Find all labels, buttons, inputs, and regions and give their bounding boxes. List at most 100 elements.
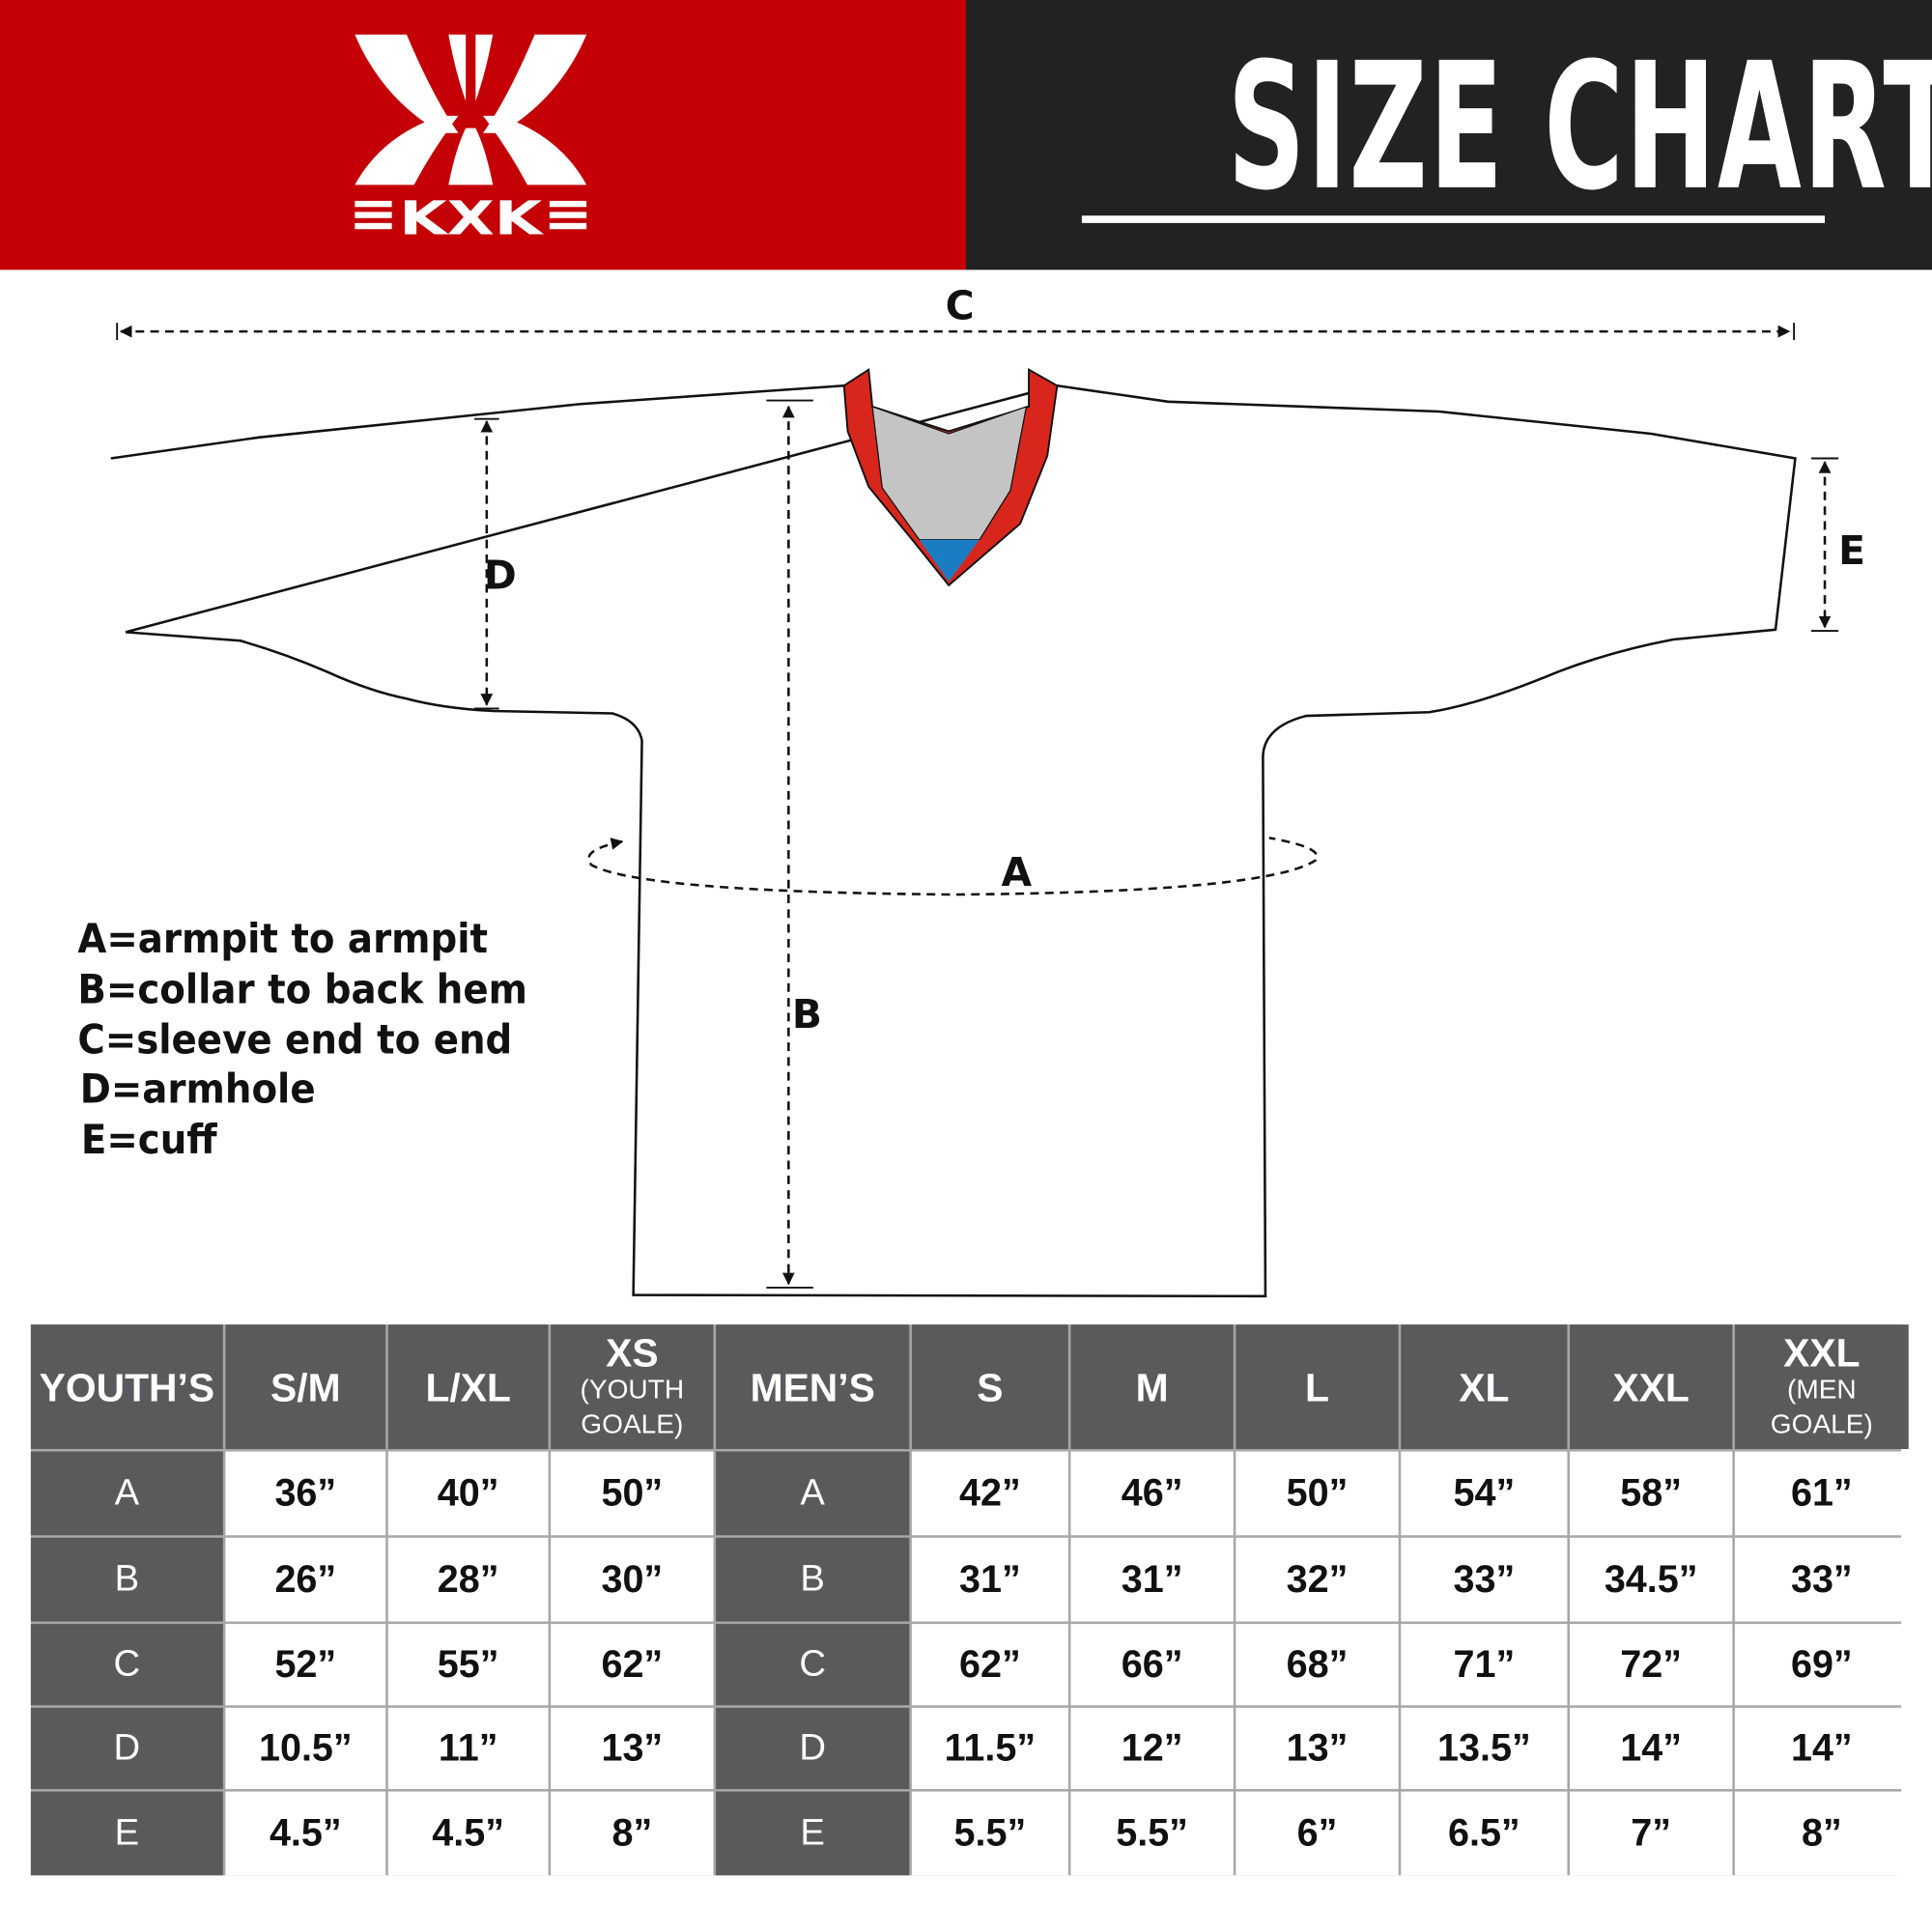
- column-header: S: [911, 1324, 1068, 1449]
- title-underline: [1081, 215, 1826, 223]
- youth-size-value: 11”: [387, 1707, 549, 1790]
- youth-size-value: 62”: [551, 1624, 714, 1706]
- column-header-main: XL: [1459, 1364, 1510, 1409]
- youth-size-value: 30”: [551, 1537, 714, 1622]
- column-header-sub: (MEN GOALE): [1770, 1374, 1873, 1439]
- youth-size-value: 40”: [387, 1451, 549, 1536]
- row-label-men: B: [716, 1537, 910, 1622]
- column-header-main: L: [1305, 1364, 1329, 1409]
- column-header-main: L/XL: [425, 1364, 511, 1409]
- men-size-value: 6.5”: [1401, 1791, 1568, 1876]
- brand-panel: KXK: [0, 0, 966, 270]
- men-size-value: 13”: [1236, 1707, 1399, 1790]
- column-header-sub: (YOUTH GOALE): [580, 1374, 685, 1439]
- column-header: MEN’S: [716, 1324, 910, 1449]
- men-size-value: 54”: [1401, 1451, 1568, 1536]
- svg-text:KXK: KXK: [399, 191, 545, 245]
- column-header-main: M: [1135, 1364, 1169, 1409]
- collar-inner: [871, 405, 1028, 541]
- column-header: M: [1070, 1324, 1234, 1449]
- youth-size-value: 13”: [551, 1707, 714, 1790]
- column-header: L: [1236, 1324, 1399, 1449]
- men-size-value: 72”: [1569, 1624, 1733, 1706]
- youth-size-value: 4.5”: [387, 1791, 549, 1876]
- youth-size-value: 10.5”: [225, 1707, 386, 1790]
- column-header: XS (YOUTH GOALE): [551, 1324, 714, 1449]
- men-size-value: 6”: [1236, 1791, 1399, 1876]
- youth-size-value: 8”: [551, 1791, 714, 1876]
- collar-insert: [919, 539, 980, 582]
- legend-item: C=sleeve end to end: [77, 1014, 513, 1064]
- legend-item: B=collar to back hem: [77, 964, 527, 1013]
- men-size-value: 62”: [911, 1624, 1068, 1706]
- label-d: D: [483, 552, 517, 599]
- title-panel: [965, 0, 1932, 270]
- column-header: XXL (MEN GOALE): [1734, 1324, 1909, 1449]
- label-b: B: [791, 990, 823, 1037]
- legend-item: A=armpit to armpit: [77, 914, 489, 963]
- column-header-main: XXL: [1783, 1330, 1861, 1376]
- row-label-men: D: [716, 1707, 910, 1790]
- legend-item: D=armhole: [79, 1065, 316, 1114]
- men-size-value: 66”: [1070, 1624, 1234, 1706]
- men-size-value: 69”: [1734, 1624, 1909, 1706]
- men-size-value: 5.5”: [911, 1791, 1068, 1876]
- measurement-legend: A=armpit to armpit B=collar to back hem …: [77, 914, 527, 1165]
- dimension-a: [587, 837, 1319, 896]
- legend-item: E=cuff: [80, 1115, 217, 1164]
- men-size-value: 8”: [1734, 1791, 1909, 1876]
- men-size-value: 34.5”: [1569, 1537, 1733, 1622]
- youth-size-value: 55”: [387, 1624, 549, 1706]
- youth-size-value: 4.5”: [225, 1791, 386, 1876]
- men-size-value: 7”: [1569, 1791, 1733, 1876]
- men-size-value: 50”: [1236, 1451, 1399, 1536]
- row-label-youth: D: [30, 1707, 223, 1790]
- row-label-youth: B: [30, 1537, 223, 1622]
- column-header-main: YOUTH’S: [39, 1364, 215, 1409]
- men-size-value: 31”: [1070, 1537, 1234, 1622]
- jersey-outline: [110, 384, 1797, 1298]
- column-header-main: XS: [606, 1330, 659, 1376]
- column-header: S/M: [225, 1324, 386, 1449]
- men-size-value: 58”: [1569, 1451, 1733, 1536]
- jersey-diagram: [110, 323, 1839, 1298]
- men-size-value: 12”: [1070, 1707, 1234, 1790]
- kxk-logo: KXK: [355, 34, 587, 245]
- men-size-value: 71”: [1401, 1624, 1568, 1706]
- row-label-men: C: [716, 1624, 910, 1706]
- size-table: YOUTH’S S/M L/XL XS (YOUTH GOALE) MEN’S S M L XL X…: [30, 1324, 1909, 1876]
- column-header: XXL: [1569, 1324, 1733, 1449]
- men-size-value: 68”: [1236, 1624, 1399, 1706]
- column-header: YOUTH’S: [30, 1324, 223, 1449]
- youth-size-value: 28”: [387, 1537, 549, 1622]
- youth-size-value: 50”: [551, 1451, 714, 1536]
- column-header-main: S/M: [270, 1364, 341, 1409]
- men-size-value: 14”: [1734, 1707, 1909, 1790]
- row-label-men: E: [716, 1791, 910, 1876]
- label-c: C: [945, 282, 975, 329]
- youth-size-value: 52”: [225, 1624, 386, 1706]
- row-label-youth: A: [30, 1451, 223, 1536]
- men-size-value: 14”: [1569, 1707, 1733, 1790]
- men-size-value: 61”: [1734, 1451, 1909, 1536]
- column-header-main: S: [977, 1364, 1004, 1409]
- men-size-value: 32”: [1236, 1537, 1399, 1622]
- column-header: L/XL: [387, 1324, 549, 1449]
- men-size-value: 42”: [911, 1451, 1068, 1536]
- column-header-main: MEN’S: [750, 1364, 875, 1409]
- row-label-men: A: [716, 1451, 910, 1536]
- column-header-main: XXL: [1612, 1364, 1690, 1409]
- column-header: XL: [1401, 1324, 1568, 1449]
- men-size-value: 11.5”: [911, 1707, 1068, 1790]
- row-label-youth: E: [30, 1791, 223, 1876]
- label-e: E: [1838, 526, 1866, 575]
- men-size-value: 31”: [911, 1537, 1068, 1622]
- youth-size-value: 26”: [225, 1537, 386, 1622]
- men-size-value: 33”: [1401, 1537, 1568, 1622]
- label-a: A: [1001, 848, 1033, 896]
- men-size-value: 33”: [1734, 1537, 1909, 1622]
- men-size-value: 46”: [1070, 1451, 1234, 1536]
- men-size-value: 13.5”: [1401, 1707, 1568, 1790]
- row-label-youth: C: [30, 1624, 223, 1706]
